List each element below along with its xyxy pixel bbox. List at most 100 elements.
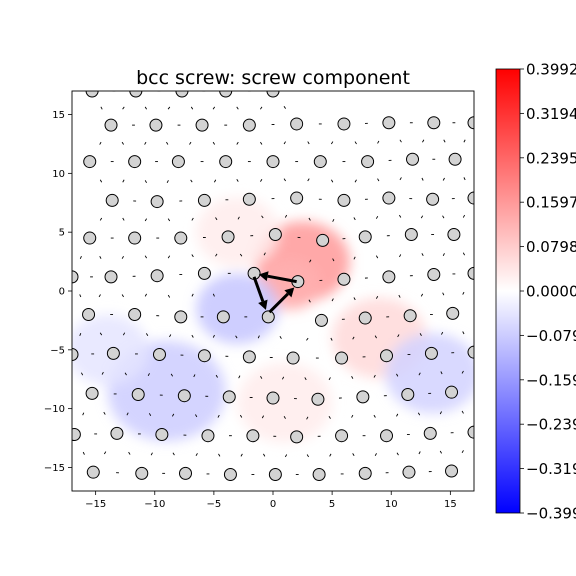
lattice-mark — [374, 453, 377, 456]
y-axis-ticks: −15 −10 −5 0 5 10 15 — [44, 110, 72, 474]
lattice-mark — [399, 139, 402, 143]
atom-marker — [83, 231, 97, 245]
x-tick-label: −10 — [144, 499, 165, 510]
lattice-mark — [461, 410, 464, 414]
atom-marker — [83, 155, 97, 169]
atom-marker — [174, 231, 188, 245]
lattice-mark — [99, 141, 102, 145]
lattice-mark — [124, 372, 127, 376]
atom-marker — [427, 268, 441, 282]
lattice-mark — [99, 332, 103, 336]
lattice-mark — [122, 217, 125, 221]
lattice-mark — [236, 106, 239, 110]
colorbar-tick-label: 0.3194 — [526, 105, 576, 123]
lattice-mark — [263, 453, 266, 457]
lattice-mark — [396, 452, 399, 456]
lattice-mark — [191, 334, 194, 338]
colorbar-tick-label: 0.1597 — [526, 194, 576, 212]
chart-title: bcc screw: screw component — [136, 67, 410, 89]
lattice-mark — [150, 452, 153, 456]
y-tick-label: 15 — [52, 110, 65, 121]
lattice-mark — [99, 217, 103, 221]
x-tick-label: −15 — [85, 499, 106, 510]
atom-marker — [423, 426, 437, 440]
lattice-mark — [442, 215, 445, 219]
lattice-mark — [212, 106, 216, 110]
lattice-mark — [215, 253, 218, 257]
atom-marker — [85, 91, 99, 98]
lattice-mark — [353, 297, 356, 301]
atom-marker — [177, 389, 191, 403]
lattice-mark — [195, 453, 198, 456]
atom-marker — [85, 386, 99, 400]
lattice-mark — [212, 141, 216, 145]
atom-marker — [72, 348, 79, 362]
atom-layer — [72, 91, 474, 482]
lattice-mark — [442, 292, 445, 296]
lattice-mark — [144, 255, 148, 259]
atom-marker — [312, 468, 326, 482]
lattice-mark — [375, 216, 379, 219]
atom-marker — [401, 388, 415, 402]
x-tick-label: 10 — [385, 499, 398, 510]
lattice-mark — [172, 452, 175, 456]
lattice-mark — [260, 376, 263, 379]
atom-marker — [286, 351, 300, 365]
lattice-mark — [283, 178, 286, 182]
field-blob — [196, 197, 279, 268]
lattice-mark — [283, 141, 286, 145]
atom-marker — [268, 468, 282, 482]
atom-marker — [150, 269, 164, 283]
lattice-mark — [279, 336, 282, 339]
atom-marker — [104, 118, 118, 132]
lattice-mark — [439, 411, 442, 415]
lattice-mark — [166, 141, 169, 145]
atom-marker — [266, 91, 280, 98]
x-tick-label: 0 — [270, 499, 276, 510]
atom-marker — [131, 388, 145, 402]
lattice-mark — [100, 106, 103, 110]
lattice-mark — [167, 106, 171, 110]
atom-marker — [361, 155, 375, 169]
x-tick-label: 15 — [444, 499, 457, 510]
lattice-mark — [144, 293, 147, 297]
atom-marker — [356, 390, 370, 404]
atom-marker — [290, 430, 304, 444]
lattice-mark — [79, 255, 82, 259]
lattice-mark — [239, 253, 243, 257]
lattice-mark — [462, 331, 465, 335]
lattice-mark — [212, 293, 215, 297]
lattice-mark — [330, 179, 334, 183]
atom-marker — [129, 91, 143, 98]
atom-marker — [380, 349, 394, 363]
lattice-mark — [103, 451, 107, 455]
atom-marker — [82, 308, 96, 322]
lattice-mark — [79, 333, 82, 337]
atom-marker — [311, 392, 325, 406]
lattice-mark — [399, 254, 402, 258]
lattice-mark — [373, 414, 376, 418]
atom-marker — [427, 116, 441, 130]
atom-marker — [358, 466, 372, 480]
lattice-mark — [81, 372, 84, 376]
lattice-mark — [191, 293, 194, 297]
lattice-mark — [399, 177, 402, 181]
atom-marker — [290, 117, 304, 131]
lattice-mark — [308, 299, 311, 303]
lattice-mark — [375, 255, 379, 259]
lattice-mark — [398, 214, 402, 218]
lattice-mark — [126, 412, 129, 416]
lattice-mark — [122, 179, 125, 183]
atom-marker — [216, 310, 230, 324]
lattice-mark — [145, 333, 149, 336]
atom-marker — [445, 385, 459, 399]
lattice-mark — [167, 218, 171, 222]
atom-marker — [72, 428, 81, 442]
lattice-mark — [282, 376, 285, 380]
atom-marker — [424, 346, 438, 360]
lattice-mark — [463, 177, 466, 181]
lattice-mark — [79, 294, 82, 298]
atom-marker — [314, 313, 328, 327]
atom-marker — [380, 429, 394, 443]
